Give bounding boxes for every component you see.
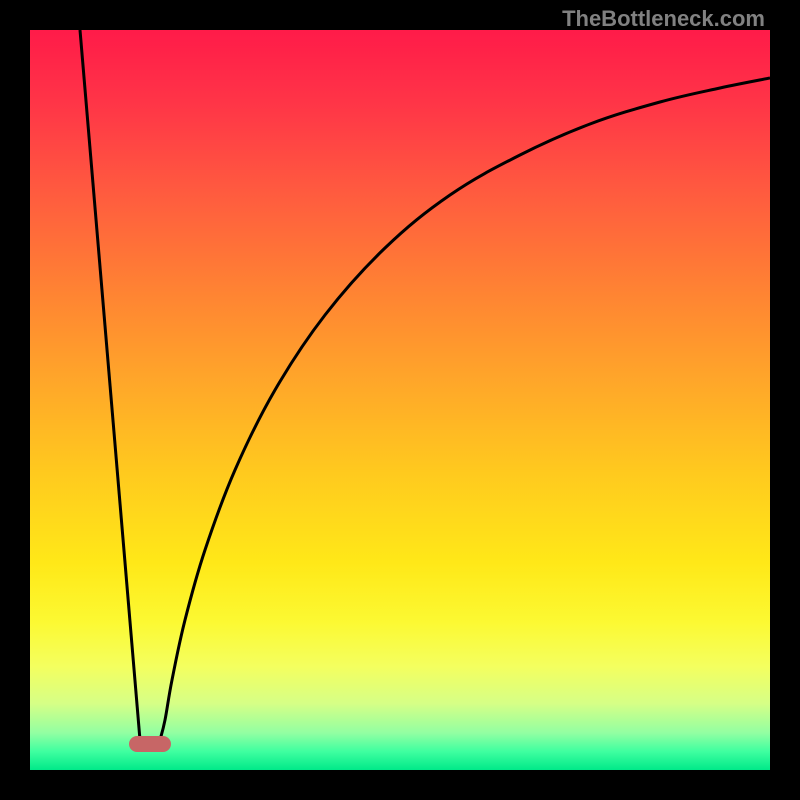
curve-right-branch [160,78,770,740]
curve-svg [30,30,770,770]
plot-area [30,30,770,770]
chart-frame: TheBottleneck.com [0,0,800,800]
minimum-marker [129,736,171,752]
watermark-text: TheBottleneck.com [562,6,765,32]
curve-left-branch [80,30,140,740]
